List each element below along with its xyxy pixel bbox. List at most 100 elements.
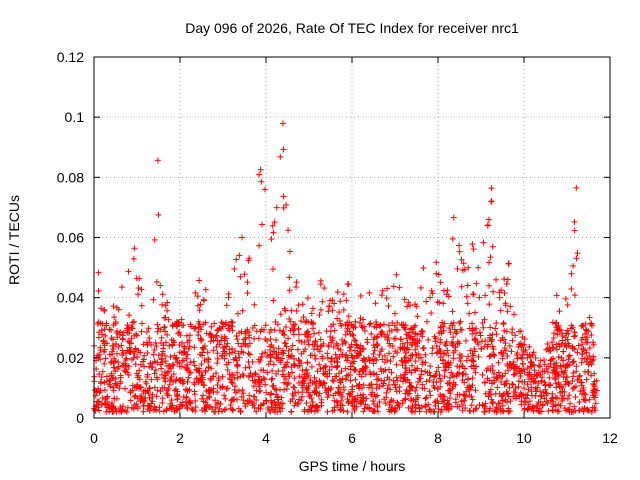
data-point (569, 345, 576, 352)
data-point (525, 406, 532, 413)
data-point (246, 372, 253, 379)
data-point (419, 381, 426, 388)
data-point (340, 306, 347, 313)
data-point (267, 391, 274, 398)
data-point (280, 193, 287, 200)
data-point (205, 355, 212, 362)
data-point (449, 235, 456, 242)
data-point (399, 362, 406, 369)
data-point (525, 376, 532, 383)
data-point (469, 241, 476, 248)
data-point (136, 275, 143, 282)
data-point (321, 285, 328, 292)
data-point (345, 322, 352, 329)
data-point (129, 325, 136, 332)
data-point (148, 404, 155, 411)
data-point (573, 363, 580, 370)
data-point (427, 372, 434, 379)
data-point (487, 386, 494, 393)
data-point (150, 351, 157, 358)
data-point (381, 396, 388, 403)
data-point (262, 322, 269, 329)
data-point (276, 327, 283, 334)
data-point (172, 356, 179, 363)
data-point (352, 376, 359, 383)
data-point (280, 350, 287, 357)
data-point (502, 370, 509, 377)
data-point (109, 342, 116, 349)
data-point (343, 372, 350, 379)
data-point (191, 388, 198, 395)
data-point (99, 368, 106, 375)
data-point (434, 349, 441, 356)
data-point (576, 407, 583, 414)
data-point (406, 390, 413, 397)
data-point (265, 361, 272, 368)
data-point (505, 367, 512, 374)
data-point (435, 385, 442, 392)
data-point (219, 384, 226, 391)
data-point (529, 403, 536, 410)
data-point (489, 243, 496, 250)
data-point (101, 306, 108, 313)
data-point (411, 335, 418, 342)
data-point (458, 256, 465, 263)
data-point (544, 400, 551, 407)
data-point (191, 379, 198, 386)
data-point (352, 318, 359, 325)
data-point (512, 384, 519, 391)
data-point (340, 384, 347, 391)
data-point (322, 368, 329, 375)
data-point (139, 320, 146, 327)
data-point (464, 376, 471, 383)
data-point (285, 380, 292, 387)
data-point (553, 292, 560, 299)
data-point (314, 404, 321, 411)
data-point (166, 368, 173, 375)
data-point (555, 340, 562, 347)
x-tick-label: 10 (516, 430, 532, 446)
data-point (134, 403, 141, 410)
data-point (148, 394, 155, 401)
data-point (441, 367, 448, 374)
data-point (437, 339, 444, 346)
data-point (200, 392, 207, 399)
data-point (462, 393, 469, 400)
data-point (275, 368, 282, 375)
data-point (171, 408, 178, 415)
data-point (125, 363, 132, 370)
data-point (435, 364, 442, 371)
data-point (469, 330, 476, 337)
data-point (172, 377, 179, 384)
data-point (489, 363, 496, 370)
data-point (280, 146, 287, 153)
data-point (98, 373, 105, 380)
data-point (182, 399, 189, 406)
data-point (96, 351, 103, 358)
data-point (447, 374, 454, 381)
data-point (201, 342, 208, 349)
data-point (220, 344, 227, 351)
data-point (590, 341, 597, 348)
data-point (346, 347, 353, 354)
data-point (560, 370, 567, 377)
data-point (190, 358, 197, 365)
data-point (253, 408, 260, 415)
data-point (157, 388, 164, 395)
data-point (441, 373, 448, 380)
data-point (286, 315, 293, 322)
data-point (282, 324, 289, 331)
data-point (224, 385, 231, 392)
data-point (206, 394, 213, 401)
data-point (329, 337, 336, 344)
data-point (393, 361, 400, 368)
data-point (430, 382, 437, 389)
data-point (550, 355, 557, 362)
data-point (228, 379, 235, 386)
data-point (332, 351, 339, 358)
data-point (278, 355, 285, 362)
data-point (384, 374, 391, 381)
data-point (374, 341, 381, 348)
data-point (162, 372, 169, 379)
data-point (273, 336, 280, 343)
